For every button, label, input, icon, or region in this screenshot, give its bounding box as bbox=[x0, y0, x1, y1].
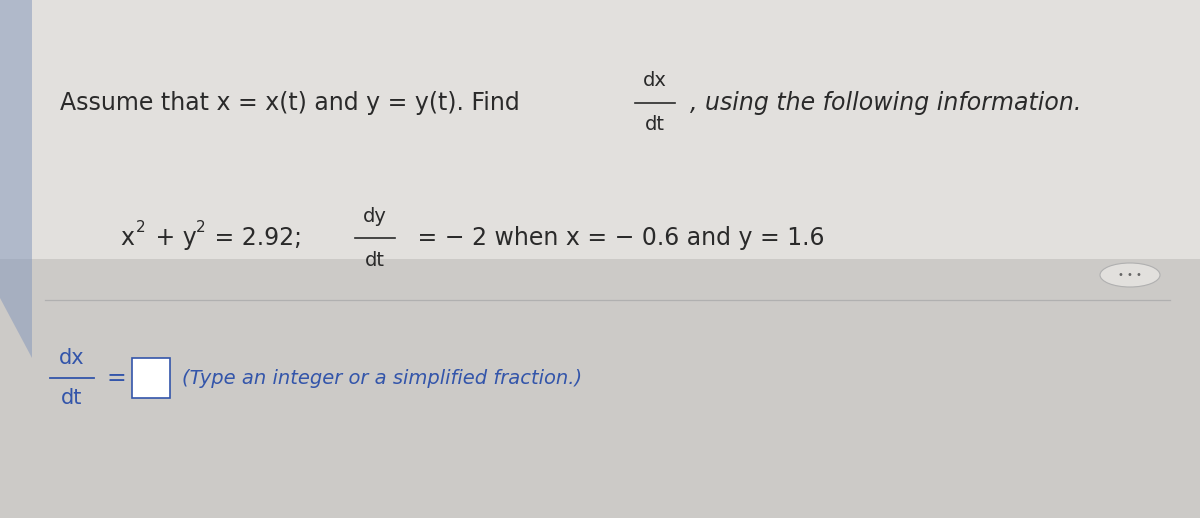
Text: x: x bbox=[120, 226, 134, 250]
Text: dx: dx bbox=[643, 71, 667, 91]
Bar bbox=[0, 0, 1200, 259]
Text: dx: dx bbox=[59, 348, 85, 368]
Text: , using the following information.: , using the following information. bbox=[690, 91, 1081, 115]
Bar bbox=[0, 259, 1200, 518]
Text: = − 2 when x = − 0.6 and y = 1.6: = − 2 when x = − 0.6 and y = 1.6 bbox=[410, 226, 824, 250]
Text: = 2.92;: = 2.92; bbox=[208, 226, 302, 250]
Text: dt: dt bbox=[61, 388, 83, 408]
Text: Assume that x = x(t) and y = y(t). Find: Assume that x = x(t) and y = y(t). Find bbox=[60, 91, 520, 115]
Bar bbox=[132, 358, 170, 398]
Text: (Type an integer or a simplified fraction.): (Type an integer or a simplified fractio… bbox=[182, 368, 582, 387]
Text: dy: dy bbox=[364, 207, 386, 225]
Text: + y: + y bbox=[148, 226, 197, 250]
Polygon shape bbox=[0, 0, 32, 358]
Text: 2: 2 bbox=[196, 221, 205, 236]
Text: dt: dt bbox=[646, 116, 665, 135]
Text: dt: dt bbox=[365, 251, 385, 269]
Text: =: = bbox=[106, 366, 126, 390]
Text: 2: 2 bbox=[136, 221, 145, 236]
Text: • • •: • • • bbox=[1118, 270, 1142, 280]
Ellipse shape bbox=[1100, 263, 1160, 287]
